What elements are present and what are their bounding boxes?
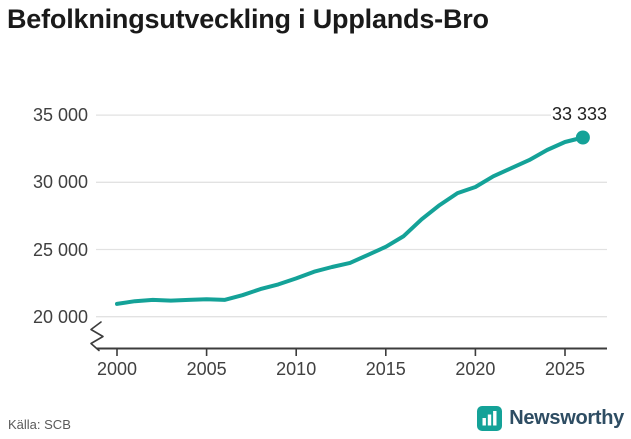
axis-tick-layer [116, 348, 566, 356]
x-axis-tick-label: 2025 [544, 359, 586, 379]
axis-break-icon [90, 321, 104, 352]
x-axis-tick-label: 2020 [455, 359, 496, 379]
gridline-layer [96, 114, 607, 318]
y-axis-tick-label: 25 000 [32, 239, 88, 260]
x-axis-tick-label: 2005 [186, 359, 227, 379]
x-axis-tick-label: 2000 [96, 359, 138, 379]
latest-value-label: 33 333 [550, 104, 608, 124]
y-axis-tick-label: 20 000 [32, 306, 88, 327]
latest-value-dot [575, 130, 590, 145]
newsworthy-bar-chart-icon [477, 406, 503, 431]
x-axis-tick-label: 2015 [365, 359, 406, 379]
y-axis-tick-label: 35 000 [32, 105, 88, 126]
y-axis-tick-label: 30 000 [32, 172, 88, 193]
population-series-line [115, 135, 585, 306]
newsworthy-logo[interactable]: Newsworthy [477, 406, 624, 431]
source-label: Källa: SCB [8, 417, 71, 432]
page-title: Befolkningsutveckling i Upplands-Bro [7, 4, 489, 34]
x-axis-tick-label: 2010 [276, 359, 317, 379]
newsworthy-logo-text: Newsworthy [509, 407, 624, 429]
